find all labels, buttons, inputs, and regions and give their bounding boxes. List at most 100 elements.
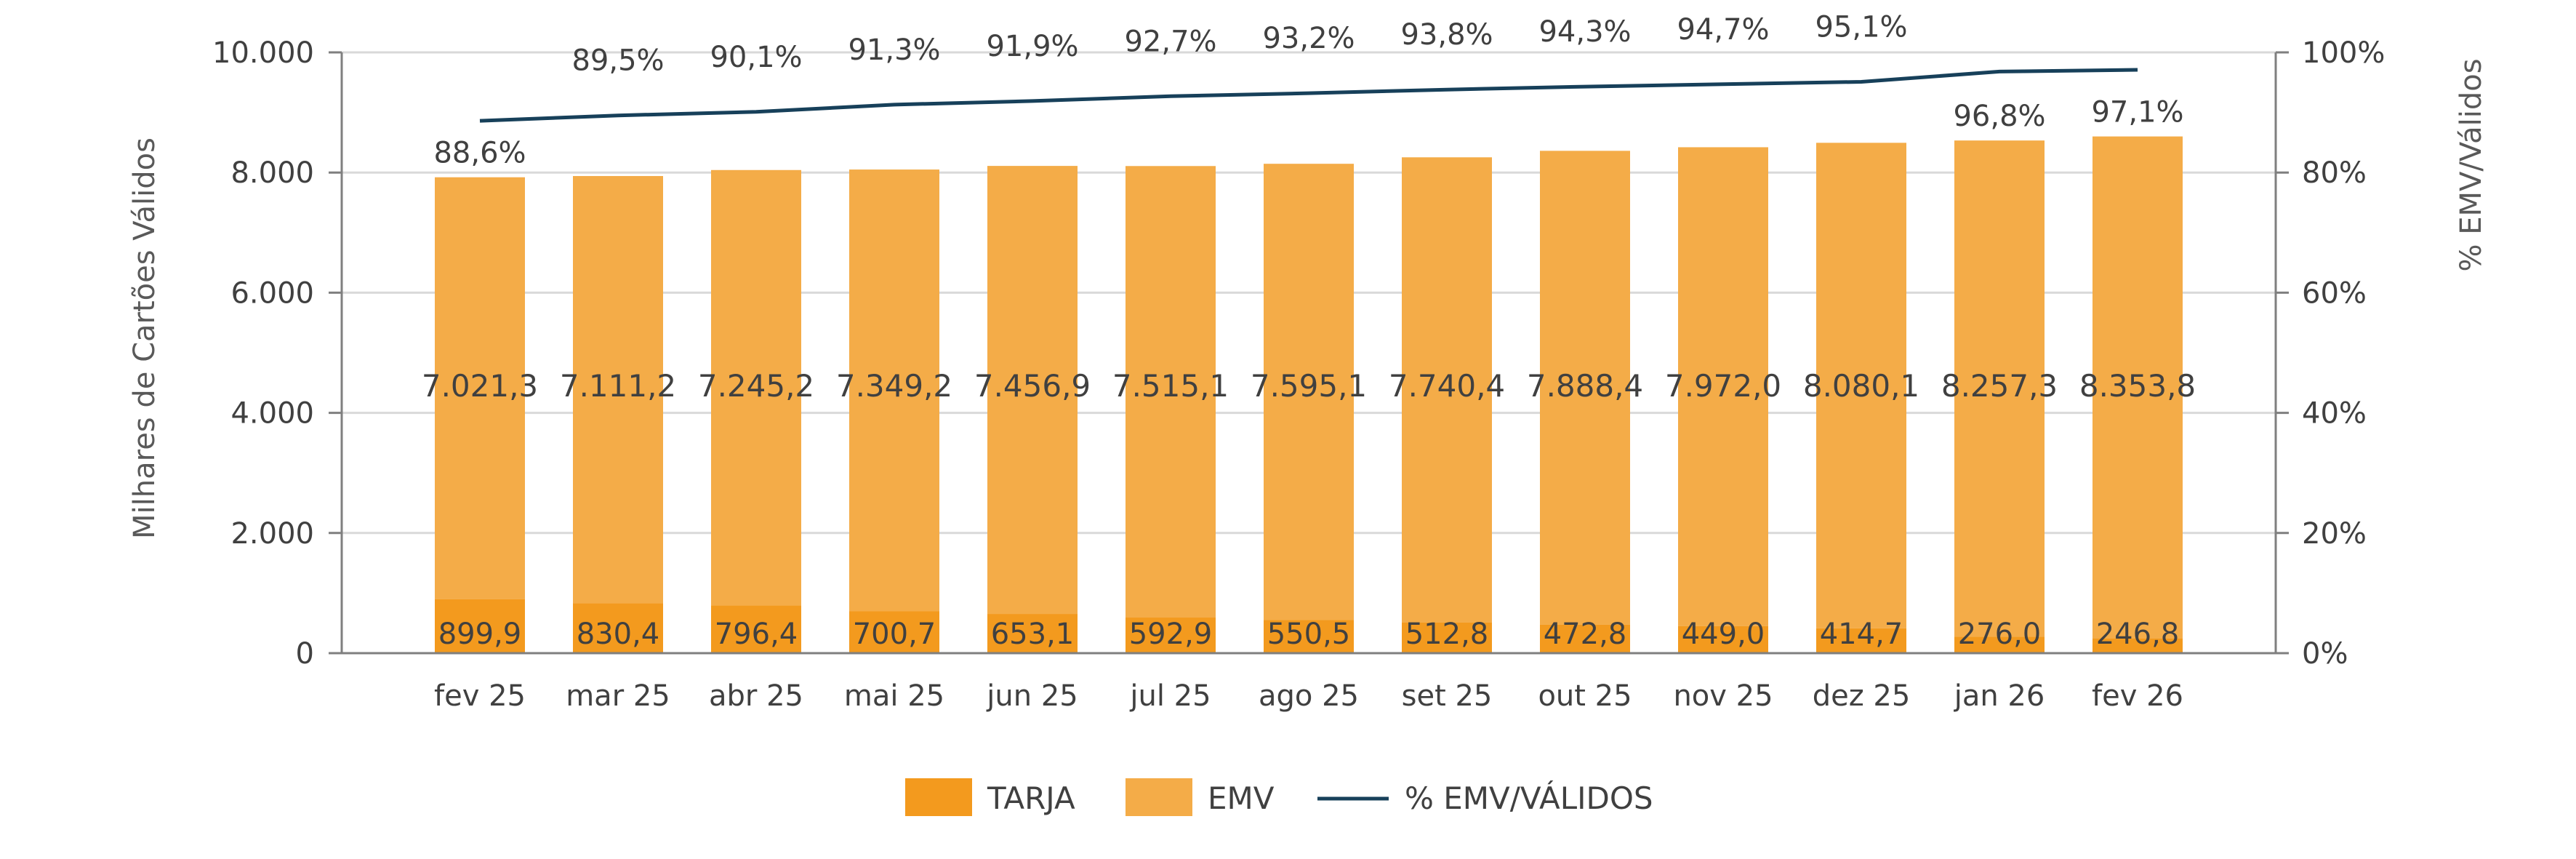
- y-tick-label: 10.000: [212, 36, 314, 70]
- bar-emv: [573, 176, 663, 604]
- y-axis-title: Milhares de Cartões Válidos: [128, 137, 161, 539]
- emv-data-label: 8.353,8: [2079, 368, 2196, 404]
- tarja-data-label: 899,9: [438, 618, 522, 651]
- y2-tick-label: 0%: [2302, 637, 2348, 671]
- bar-emv: [2093, 136, 2183, 639]
- percent-data-label: 97,1%: [2091, 96, 2183, 129]
- x-tick-label: mar 25: [566, 679, 670, 713]
- bar-tarja: [2093, 638, 2183, 653]
- tarja-data-label: 550,5: [1267, 618, 1351, 651]
- bar-tarja: [573, 603, 663, 653]
- emv-data-label: 8.080,1: [1803, 368, 1919, 404]
- bar-tarja: [1264, 620, 1354, 653]
- bar-tarja: [1816, 628, 1906, 653]
- bar-tarja: [435, 599, 525, 653]
- bar-emv: [1402, 157, 1492, 623]
- tarja-data-label: 653,1: [991, 618, 1075, 651]
- bar-emv: [711, 169, 801, 606]
- percent-data-label: 88,6%: [433, 137, 526, 170]
- y2-tick-label: 40%: [2302, 397, 2367, 431]
- x-tick-label: jan 26: [1954, 679, 2045, 713]
- bar-tarja: [1402, 622, 1492, 653]
- percent-data-label: 91,9%: [986, 30, 1078, 63]
- y-tick-label: 0: [296, 637, 314, 671]
- emv-data-label: 7.349,2: [836, 368, 952, 404]
- percent-data-label: 93,2%: [1262, 22, 1355, 55]
- x-tick-label: fev 26: [2092, 679, 2183, 713]
- bar-tarja: [987, 614, 1078, 653]
- percent-line: [479, 68, 2138, 123]
- emv-data-label: 7.515,1: [1112, 368, 1229, 404]
- emv-data-label: 7.595,1: [1251, 368, 1367, 404]
- percent-data-label: 95,1%: [1815, 10, 1907, 44]
- tarja-data-label: 512,8: [1405, 618, 1489, 651]
- percent-data-label: 90,1%: [710, 41, 802, 74]
- tarja-data-label: 796,4: [715, 618, 798, 651]
- emv-data-label: 7.740,4: [1389, 368, 1505, 404]
- tarja-data-label: 592,9: [1129, 618, 1213, 651]
- bar-emv: [987, 166, 1078, 615]
- x-tick-label: ago 25: [1259, 679, 1359, 713]
- tarja-data-label: 449,0: [1682, 618, 1765, 651]
- percent-data-label: 94,7%: [1677, 13, 1769, 47]
- emv-data-label: 7.245,2: [698, 368, 814, 404]
- legend-swatch-emv: [1126, 778, 1192, 816]
- emv-data-label: 7.888,4: [1527, 368, 1643, 404]
- data-labels: 7.021,3 899,9 7.111,2 830,4 7.245,2 796,4 7.34…: [422, 10, 2196, 651]
- bar-emv: [1540, 151, 1630, 625]
- bar-tarja: [711, 605, 801, 653]
- bar-emv: [1264, 164, 1354, 620]
- x-tick-label: out 25: [1538, 679, 1632, 713]
- y-tick-label: 6.000: [230, 276, 314, 310]
- y-tick-label: 2.000: [230, 517, 314, 551]
- x-tick-label: jun 25: [986, 679, 1078, 713]
- tarja-data-label: 472,8: [1544, 618, 1627, 651]
- emv-data-label: 7.021,3: [422, 368, 538, 404]
- bar-tarja: [1954, 636, 2045, 653]
- emv-data-label: 7.111,2: [560, 368, 676, 404]
- bar-tarja: [1678, 626, 1768, 653]
- percent-data-label: 94,3%: [1538, 15, 1631, 49]
- bar-tarja: [1540, 624, 1630, 653]
- y2-tick-label: 60%: [2302, 276, 2367, 310]
- tarja-data-label: 276,0: [1958, 618, 2042, 651]
- y2-tick-label: 80%: [2302, 156, 2367, 190]
- percent-data-label: 91,3%: [848, 33, 940, 67]
- bar-emv: [435, 177, 525, 599]
- x-tick-label: dez 25: [1813, 679, 1911, 713]
- percent-line-path: [479, 68, 2138, 123]
- percent-data-label: 93,8%: [1400, 18, 1493, 52]
- tarja-data-label: 830,4: [577, 618, 660, 651]
- bar-emv: [849, 169, 939, 612]
- y-tick-label: 8.000: [230, 156, 314, 190]
- bar-emv: [1816, 143, 1906, 628]
- x-tick-label: jul 25: [1129, 679, 1211, 713]
- y2-axis-title: % EMV/Válidos: [2455, 58, 2488, 271]
- percent-data-label: 92,7%: [1124, 25, 1216, 58]
- legend: TARJA EMV % EMV/VÁLIDOS: [905, 778, 1653, 816]
- x-tick-label: set 25: [1402, 679, 1493, 713]
- emv-data-label: 7.456,9: [974, 368, 1091, 404]
- x-tick-label: nov 25: [1673, 679, 1773, 713]
- legend-label-percent: % EMV/VÁLIDOS: [1405, 780, 1653, 816]
- x-tick-label: fev 25: [434, 679, 526, 713]
- x-tick-label: abr 25: [709, 679, 803, 713]
- y2-tick-label: 100%: [2302, 36, 2385, 70]
- bar-emv: [1126, 166, 1216, 618]
- bars: [435, 136, 2183, 653]
- emv-data-label: 8.257,3: [1941, 368, 2058, 404]
- bar-emv: [1678, 147, 1768, 626]
- x-tick-label: mai 25: [844, 679, 944, 713]
- percent-data-label: 89,5%: [571, 44, 664, 78]
- axes: 0 2.000 4.000 6.000 8.000 10.000 0% 20% 40% 60% 80…: [128, 36, 2488, 713]
- y-tick-label: 4.000: [230, 397, 314, 431]
- bar-tarja: [1126, 618, 1216, 653]
- bar-tarja: [849, 611, 939, 653]
- legend-label-emv: EMV: [1208, 780, 1275, 816]
- percent-data-label: 96,8%: [1953, 100, 2045, 133]
- legend-swatch-tarja: [905, 778, 972, 816]
- y2-tick-label: 20%: [2302, 517, 2367, 551]
- tarja-data-label: 700,7: [853, 618, 936, 651]
- tarja-data-label: 414,7: [1820, 618, 1903, 651]
